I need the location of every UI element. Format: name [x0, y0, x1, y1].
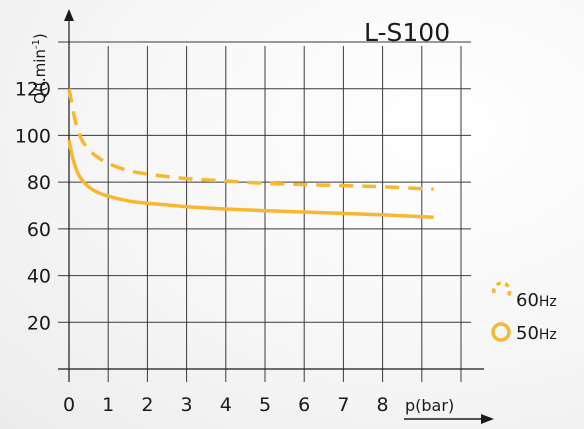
legend: 60Hz 50Hz	[491, 281, 557, 344]
y-axis-label: Q(l.min-1)	[31, 33, 49, 104]
x-axis-arrow-icon	[481, 414, 494, 424]
x-tick-label: 5	[259, 394, 271, 416]
x-axis-label: p(bar)	[405, 396, 454, 415]
legend-60hz-label: 60Hz	[516, 290, 557, 311]
series-line-60hz	[67, 88, 434, 191]
grid	[58, 41, 471, 382]
tick-labels: 0 1 2 3 4 5 6 7 8 20 40 60 80 100 120	[15, 79, 389, 416]
series	[67, 88, 434, 219]
x-tick-label: 7	[337, 394, 349, 416]
y-tick-label: 120	[15, 79, 51, 101]
y-axis-arrow-icon	[64, 9, 74, 21]
legend-60hz-main: 60	[516, 290, 539, 311]
y-tick-label: 60	[27, 219, 51, 241]
y-tick-label: 20	[27, 312, 51, 334]
y-axis-label-sup: -1	[31, 39, 42, 49]
legend-60hz-unit: Hz	[539, 294, 557, 310]
axes	[58, 9, 494, 424]
x-tick-label: 8	[377, 394, 389, 416]
x-tick-label: 3	[181, 394, 193, 416]
legend-50hz-swatch	[491, 322, 511, 342]
x-tick-label: 1	[102, 394, 114, 416]
y-axis-label-close: )	[31, 33, 49, 39]
legend-50hz-label: 50Hz	[516, 323, 557, 344]
x-tick-label: 6	[298, 394, 310, 416]
x-tick-label: 4	[220, 394, 232, 416]
legend-50hz-main: 50	[516, 323, 539, 344]
chart-title: L-S100	[364, 18, 450, 47]
legend-50hz-unit: Hz	[539, 327, 557, 343]
x-tick-label: 2	[141, 394, 153, 416]
y-tick-label: 40	[27, 266, 51, 288]
legend-60hz-swatch	[492, 281, 512, 298]
y-tick-label: 100	[15, 125, 51, 147]
series-line-50hz	[67, 139, 434, 219]
y-tick-label: 80	[27, 172, 51, 194]
x-tick-label: 0	[63, 394, 75, 416]
y-axis-label-main: Q(l.min	[31, 49, 49, 104]
